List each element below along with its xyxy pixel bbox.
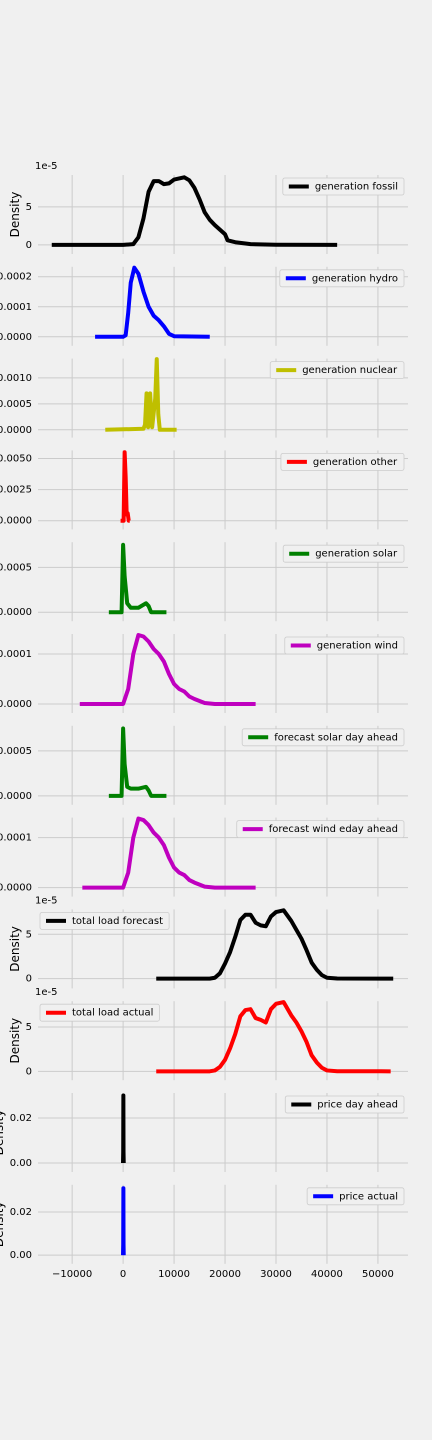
density-line (95, 265, 210, 339)
y-tick-label: 0.0050 (0, 453, 32, 464)
y-tick-label: 0.0000 (0, 607, 32, 618)
legend: generation nuclear (269, 361, 405, 380)
y-tick-label: 0.0000 (0, 516, 32, 527)
density-line (120, 450, 131, 523)
x-tick-label: 20000 (209, 1269, 241, 1280)
legend-label: price day ahead (317, 1100, 398, 1111)
density-line (108, 542, 167, 615)
legend-label: generation solar (315, 549, 398, 560)
legend-label: total load actual (72, 1008, 153, 1019)
y-axis-label: Density (8, 192, 22, 238)
density-line (105, 357, 177, 432)
legend: generation hydro (279, 269, 405, 288)
x-tick-label: 40000 (311, 1269, 343, 1280)
legend: generation fossil (282, 177, 405, 196)
y-tick-label: 0.0005 (0, 562, 32, 573)
y-tick-label: 5 (26, 929, 32, 940)
legend: price day ahead (284, 1095, 405, 1114)
y-tick-label: 0.0000 (0, 791, 32, 802)
y-tick-label: 0.0000 (0, 425, 32, 436)
y-axis-label: Density (8, 926, 22, 972)
y-tick-label: 0.0001 (0, 649, 32, 660)
legend-box (284, 636, 405, 655)
density-line (121, 1093, 126, 1164)
legend-box (236, 820, 405, 838)
legend: generation wind (284, 636, 405, 655)
legend: total load forecast (39, 912, 170, 930)
y-tick-label: 0 (26, 240, 32, 251)
y-tick-label: 0.0005 (0, 746, 32, 757)
legend: price actual (306, 1187, 405, 1206)
y-tick-label: 0.0000 (0, 332, 32, 343)
density-line (82, 816, 256, 890)
y-axis-label: Density (0, 1110, 6, 1156)
legend-label: price actual (339, 1191, 398, 1202)
y-axis-label: Density (0, 1201, 6, 1247)
legend-label: generation nuclear (302, 365, 398, 376)
y-tick-label: 0 (26, 1066, 32, 1077)
legend-box (39, 912, 170, 930)
x-tick-label: 50000 (362, 1269, 394, 1280)
legend-box (284, 1095, 405, 1114)
legend-box (269, 361, 405, 380)
x-tick-label: 10000 (158, 1269, 190, 1280)
density-line (79, 633, 256, 706)
y-tick-label: 0.0005 (0, 399, 32, 410)
legend-label: generation other (313, 457, 398, 468)
legend-label: generation hydro (312, 273, 398, 284)
legend: generation solar (282, 544, 405, 563)
y-tick-label: 0.0025 (0, 485, 32, 496)
legend-box (282, 544, 405, 563)
legend: generation other (280, 452, 405, 471)
y-tick-label: 0.0000 (0, 699, 32, 710)
y-tick-label: 0.0010 (0, 373, 32, 384)
y-tick-label: 0.00 (10, 1158, 32, 1169)
y-axis-label: Density (8, 1018, 22, 1064)
legend-label: total load forecast (72, 916, 163, 927)
y-tick-label: 0.0001 (0, 833, 32, 844)
density-line (51, 175, 338, 247)
legend-label: forecast solar day ahead (274, 732, 398, 743)
legend-label: generation fossil (315, 182, 398, 193)
y-tick-label: 0.02 (10, 1207, 32, 1218)
offset-label: 1e-5 (35, 895, 58, 906)
legend-box (39, 1003, 160, 1022)
y-tick-label: 0.02 (10, 1113, 32, 1124)
legend-box (282, 177, 405, 196)
legend-box (306, 1187, 405, 1206)
density-line (108, 726, 167, 798)
density-line (156, 1000, 391, 1074)
y-tick-label: 0 (26, 974, 32, 985)
y-tick-label: 0.0001 (0, 302, 32, 313)
density-line (121, 1186, 126, 1256)
legend-box (280, 452, 405, 471)
legend-box (279, 269, 405, 288)
legend-box (241, 728, 405, 747)
offset-label: 1e-5 (35, 987, 58, 998)
x-tick-label: 0 (120, 1269, 126, 1280)
y-tick-label: 0.0000 (0, 883, 32, 894)
legend-label: generation wind (317, 641, 398, 652)
x-tick-label: −10000 (52, 1269, 92, 1280)
legend-label: forecast wind eday ahead (269, 824, 398, 835)
y-tick-label: 0.00 (10, 1250, 32, 1261)
y-tick-label: 5 (26, 202, 32, 213)
y-tick-label: 5 (26, 1022, 32, 1033)
offset-label: 1e-5 (35, 161, 58, 172)
legend: forecast wind eday ahead (236, 820, 405, 838)
legend: total load actual (39, 1003, 160, 1022)
density-line (156, 908, 394, 981)
y-tick-label: 0.0002 (0, 272, 32, 283)
legend: forecast solar day ahead (241, 728, 405, 747)
x-tick-label: 30000 (260, 1269, 292, 1280)
